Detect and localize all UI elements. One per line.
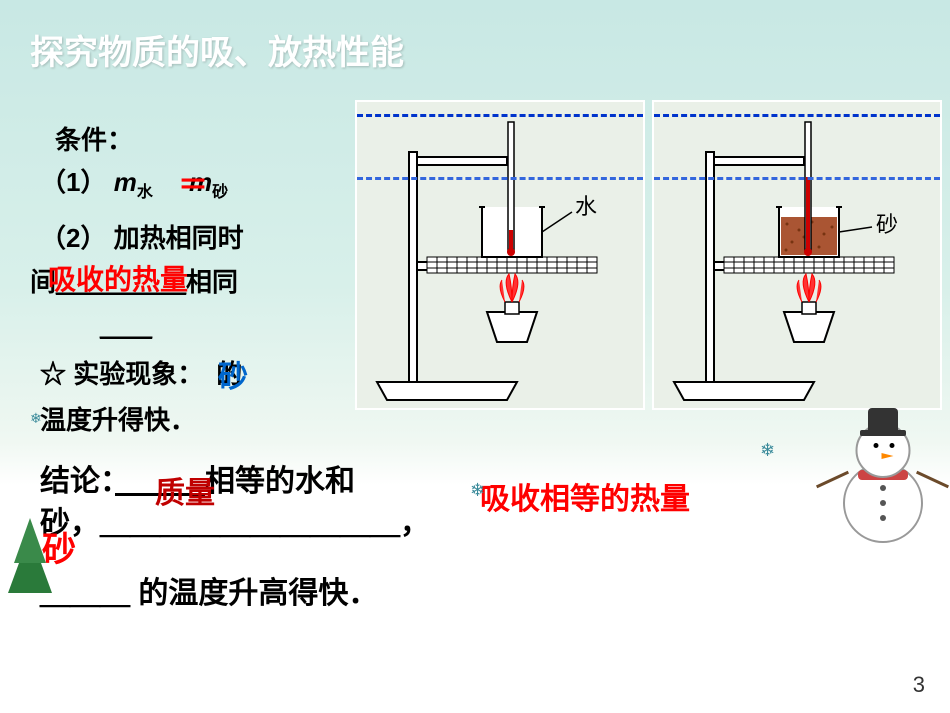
conclusion-line2: 砂，＿＿＿＿＿＿＿＿＿＿， [40, 500, 430, 548]
snowman-decoration [835, 403, 930, 543]
conclusion-line3: ＿＿＿ 的温度升高得快． [40, 570, 378, 618]
cond2-suffix: 相同 [186, 267, 238, 297]
phenomenon-line2: 温度升得快． [40, 400, 196, 442]
dashed-line-mid-r [654, 177, 940, 180]
experiment-diagram-sand: 砂 [652, 100, 942, 410]
cond1-m1: m [114, 167, 137, 197]
experiment-diagram-water: 水 [355, 100, 645, 410]
cond1-prefix: （1） [40, 167, 106, 197]
answer-sand-1: 砂 [218, 352, 248, 396]
phenomenon-prefix: ☆ 实验现象： [40, 359, 190, 389]
apparatus-water-svg: 水 [357, 102, 647, 412]
dashed-line-top [357, 114, 643, 117]
water-label: 水 [575, 194, 597, 219]
dashed-line-mid [357, 177, 643, 180]
page-number: 3 [913, 672, 925, 698]
answer-absorb-heat: 吸收的热量 [48, 258, 188, 298]
equals-sign: ＝ [178, 160, 208, 204]
dashed-line-top-r [654, 114, 940, 117]
conditions-label: 条件： [55, 120, 133, 162]
conclusion-prefix: 结论： [40, 465, 115, 498]
snowflake-icon: ❄ [760, 440, 775, 461]
snowflake-icon: ❄ [30, 410, 42, 427]
snowflake-icon: ❄ [470, 480, 485, 501]
condition-2: （2） 加热相同时 [40, 218, 244, 260]
apparatus-sand-svg: 砂 [654, 102, 944, 412]
slide-title: 探究物质的吸、放热性能 [30, 25, 404, 74]
cond1-sub-sand: 砂 [212, 184, 228, 201]
cond1-sub-water: 水 [137, 184, 153, 201]
phenomenon-line1: ☆ 实验现象： 的 [40, 354, 242, 396]
blank-small: ＿＿ [100, 306, 152, 348]
answer-absorb-equal-heat: 吸收相等的热量 [480, 474, 690, 518]
tree-decoration [5, 503, 55, 593]
sand-label: 砂 [876, 212, 898, 237]
conclusion-mid: 相等的水和 [205, 465, 355, 498]
